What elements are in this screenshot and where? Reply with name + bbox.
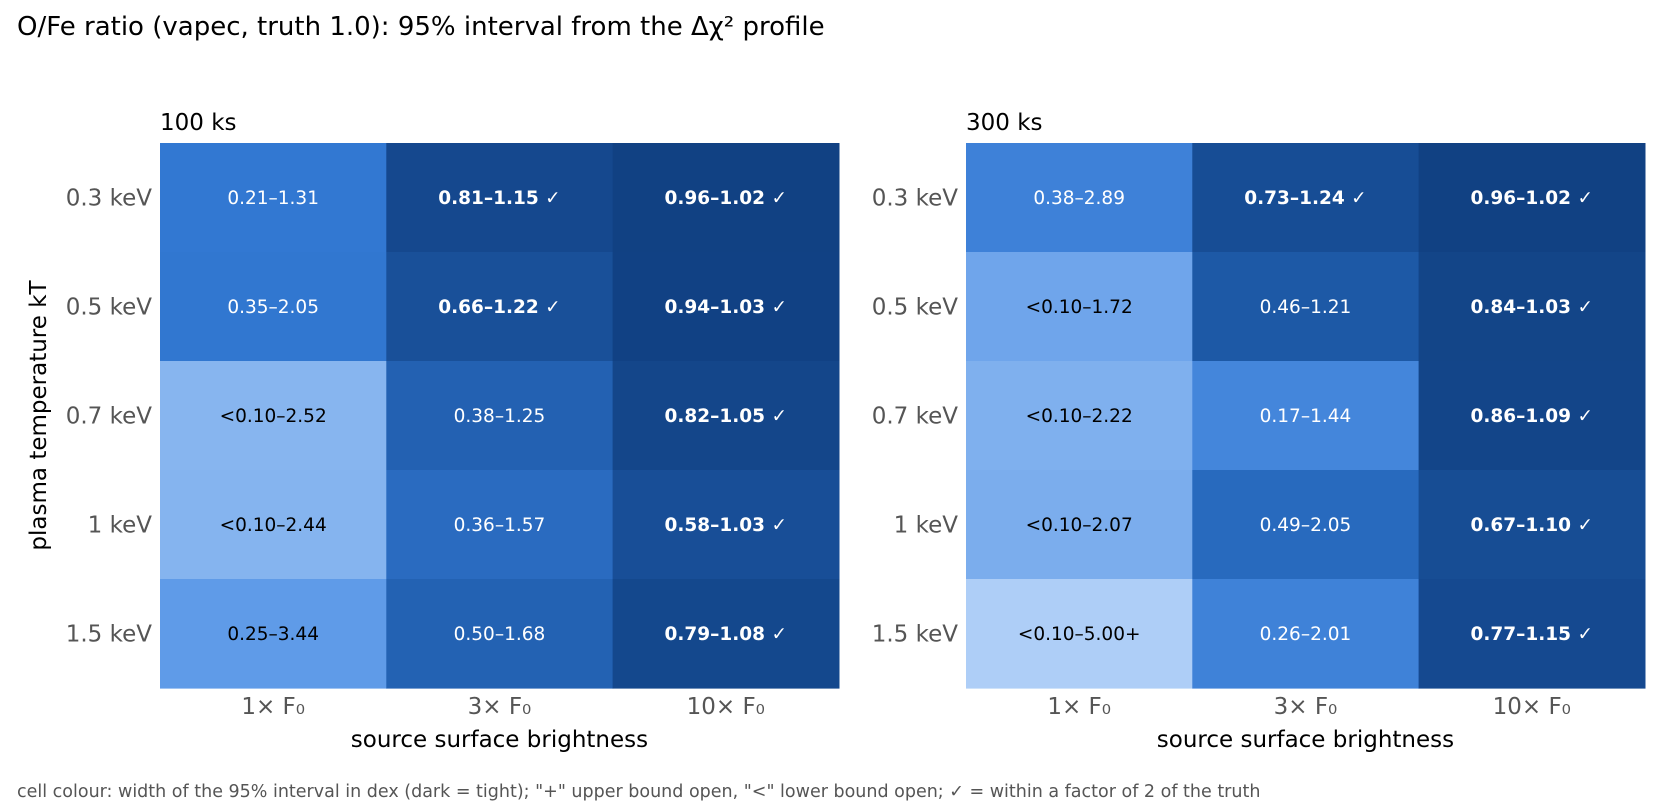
cell-label: 0.36–1.57 <box>454 515 546 536</box>
y-tick-label: 1.5 keV <box>66 622 153 648</box>
heatmap-cell <box>1418 143 1646 253</box>
heatmap-cell <box>386 143 614 253</box>
heatmap-cell <box>160 470 387 580</box>
cell-label: <0.10–1.72 <box>1026 297 1133 318</box>
chart-title: O/Fe ratio (vapec, truth 1.0): 95% inter… <box>17 12 825 42</box>
heatmap-cell <box>160 361 387 471</box>
panel-title: 300 ks <box>966 110 1043 136</box>
heatmap-cell <box>160 579 387 689</box>
heatmap-cell <box>1418 361 1646 471</box>
heatmap-cell <box>160 252 387 362</box>
y-tick-label: 0.7 keV <box>872 404 959 430</box>
cell-label: 0.96–1.02 ✓ <box>1471 188 1593 209</box>
panel-title: 100 ks <box>160 110 237 136</box>
cell-label: 0.50–1.68 <box>454 624 546 645</box>
heatmap-cell <box>966 252 1193 362</box>
cell-label: 0.25–3.44 <box>227 624 319 645</box>
x-tick-label: 10× F₀ <box>1493 694 1571 720</box>
heatmap-cell <box>966 579 1193 689</box>
heatmap-cell <box>386 361 614 471</box>
x-tick-label: 3× F₀ <box>468 694 532 720</box>
heatmap-cell <box>386 470 614 580</box>
x-axis-label: source surface brightness <box>1157 727 1454 753</box>
heatmap-cell <box>386 252 614 362</box>
y-axis-label: plasma temperature kT <box>26 279 52 550</box>
heatmap-figure: 100 ks 0.21–1.31 0.81–1.15 ✓ 0.96–1.02 ✓ 0.3… <box>26 110 1646 753</box>
cell-label: 0.26–2.01 <box>1260 624 1352 645</box>
cell-label: 0.94–1.03 ✓ <box>665 297 787 318</box>
x-tick-label: 10× F₀ <box>687 694 765 720</box>
heatmap-cell <box>612 252 840 362</box>
cell-label: 0.21–1.31 <box>227 188 319 209</box>
y-tick-label: 0.3 keV <box>66 186 153 212</box>
colour-legend-note: cell colour: width of the 95% interval i… <box>17 782 1261 802</box>
cell-label: 0.17–1.44 <box>1260 406 1352 427</box>
heatmap-cell <box>1192 361 1420 471</box>
cell-label: 0.79–1.08 ✓ <box>665 624 787 645</box>
cell-label: <0.10–2.22 <box>1026 406 1133 427</box>
heatmap-cell <box>966 470 1193 580</box>
heatmap-cell <box>160 143 387 253</box>
heatmap-cell <box>1192 143 1420 253</box>
cell-label: <0.10–2.07 <box>1026 515 1133 536</box>
cell-label: <0.10–5.00+ <box>1018 624 1141 645</box>
y-tick-label: 1 keV <box>894 513 959 539</box>
cell-label: 0.58–1.03 ✓ <box>665 515 787 536</box>
y-tick-label: 1 keV <box>88 513 153 539</box>
heatmap-cell <box>966 143 1193 253</box>
y-tick-label: 0.5 keV <box>872 295 959 321</box>
x-tick-label: 1× F₀ <box>1047 694 1111 720</box>
heatmap-cell <box>612 361 840 471</box>
cell-label: <0.10–2.44 <box>220 515 327 536</box>
heatmap-cell <box>612 470 840 580</box>
cell-label: 0.84–1.03 ✓ <box>1471 297 1593 318</box>
cell-label: 0.73–1.24 ✓ <box>1244 188 1366 209</box>
heatmap-cell <box>1418 579 1646 689</box>
heatmap-cell <box>612 143 840 253</box>
heatmap-cell <box>386 579 614 689</box>
heatmap-cell <box>1192 579 1420 689</box>
heatmap-cell <box>1418 470 1646 580</box>
x-axis-label: source surface brightness <box>351 727 648 753</box>
cell-label: 0.96–1.02 ✓ <box>665 188 787 209</box>
heatmap-cell <box>1192 470 1420 580</box>
cell-label: <0.10–2.52 <box>220 406 327 427</box>
heatmap-cell <box>1192 252 1420 362</box>
cell-label: 0.38–2.89 <box>1033 188 1125 209</box>
cell-label: 0.67–1.10 ✓ <box>1471 515 1593 536</box>
cell-label: 0.35–2.05 <box>227 297 319 318</box>
cell-label: 0.49–2.05 <box>1260 515 1352 536</box>
y-tick-label: 1.5 keV <box>872 622 959 648</box>
heatmap-cell <box>966 361 1193 471</box>
y-tick-label: 0.7 keV <box>66 404 153 430</box>
cell-label: 0.77–1.15 ✓ <box>1471 624 1593 645</box>
cell-label: 0.46–1.21 <box>1260 297 1352 318</box>
cell-label: 0.86–1.09 ✓ <box>1471 406 1593 427</box>
x-tick-label: 3× F₀ <box>1274 694 1338 720</box>
y-tick-label: 0.3 keV <box>872 186 959 212</box>
cell-label: 0.38–1.25 <box>454 406 546 427</box>
y-tick-label: 0.5 keV <box>66 295 153 321</box>
x-tick-label: 1× F₀ <box>241 694 305 720</box>
cell-label: 0.81–1.15 ✓ <box>438 188 560 209</box>
heatmap-cell <box>612 579 840 689</box>
heatmap-cell <box>1418 252 1646 362</box>
cell-label: 0.82–1.05 ✓ <box>665 406 787 427</box>
cell-label: 0.66–1.22 ✓ <box>438 297 560 318</box>
